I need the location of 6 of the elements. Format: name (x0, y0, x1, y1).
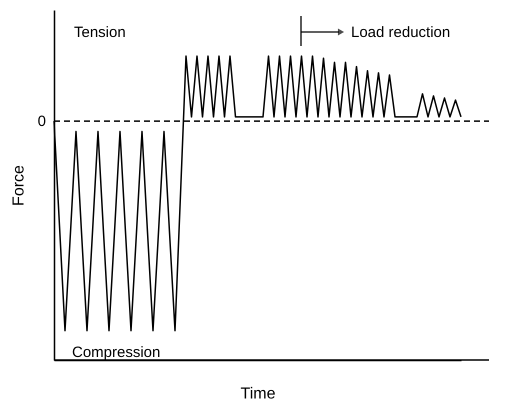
text: Tension (74, 24, 126, 41)
ref-line-label: 0 (38, 113, 46, 130)
y-axis-title: Force (10, 164, 28, 206)
text: Load reduction (351, 24, 450, 41)
x-axis-title: Time (240, 386, 276, 402)
text: Compression (72, 344, 160, 361)
